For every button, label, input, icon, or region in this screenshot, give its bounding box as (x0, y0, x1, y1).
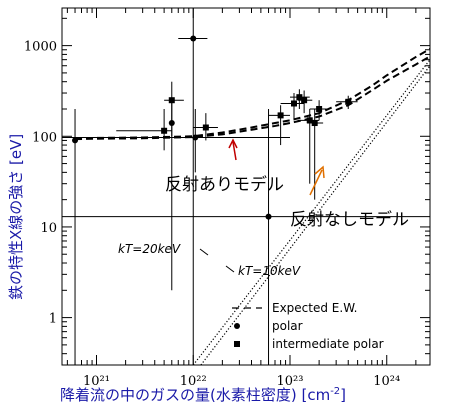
point (202, 124, 209, 131)
dashed-line (75, 48, 430, 140)
point (345, 98, 352, 105)
legend: Expected E.W. polar intermediate polar (232, 301, 384, 351)
point (277, 112, 284, 119)
annotation: 反射ありモデル (165, 174, 284, 195)
arrow (199, 248, 209, 256)
point (161, 127, 168, 134)
dashed-line (75, 55, 430, 141)
point (72, 137, 79, 144)
point (316, 105, 323, 112)
point (296, 94, 303, 101)
point (290, 100, 297, 107)
x-tick-label: 10²³ (277, 374, 304, 389)
point (168, 97, 175, 104)
y-tick-label: 100 (32, 130, 57, 145)
data-layer (62, 8, 430, 365)
dotted-line (192, 59, 430, 365)
x-axis-label-end: ] (340, 386, 346, 404)
x-axis-label-text: 降着流の中のガスの量(水素柱密度) [cm (60, 386, 330, 404)
legend-symbol (234, 341, 240, 347)
x-tick-label: 10²² (180, 374, 207, 389)
point (306, 117, 313, 124)
arrow-head (228, 138, 238, 149)
point (265, 213, 272, 220)
legend-symbol (234, 323, 240, 329)
arrow (232, 141, 237, 161)
y-tick-label: 10 (40, 221, 57, 236)
x-tick-label: 10²¹ (83, 374, 110, 389)
legend-label: polar (272, 319, 303, 333)
annotation: kT=10keV (238, 264, 301, 278)
x-tick-label: 10²⁴ (373, 374, 400, 389)
legend-label: Expected E.W. (272, 301, 358, 315)
y-tick-label: 1000 (24, 40, 57, 55)
point (190, 35, 197, 42)
point (192, 134, 199, 141)
plot-area: 10²¹ 10²² 10²³ 10²⁴ 1 10 100 1000 (24, 8, 430, 389)
x-axis-label-sup: -2 (330, 386, 340, 397)
x-axis-label: 降着流の中のガスの量(水素柱密度) [cm-2] (60, 386, 346, 404)
annotation: kT=20keV (118, 242, 181, 256)
dotted-line (200, 65, 430, 365)
plot-frame (61, 7, 431, 366)
legend-label: intermediate polar (272, 337, 384, 351)
y-axis-label: 鉄の特性X線の強さ [eV] (7, 134, 25, 300)
arrow (225, 265, 235, 273)
arrow (309, 169, 323, 196)
annotation: 反射なしモデル (290, 209, 409, 230)
arrow-head (314, 165, 325, 179)
y-tick-label: 1 (49, 312, 57, 327)
point (301, 97, 308, 104)
point (311, 120, 318, 127)
